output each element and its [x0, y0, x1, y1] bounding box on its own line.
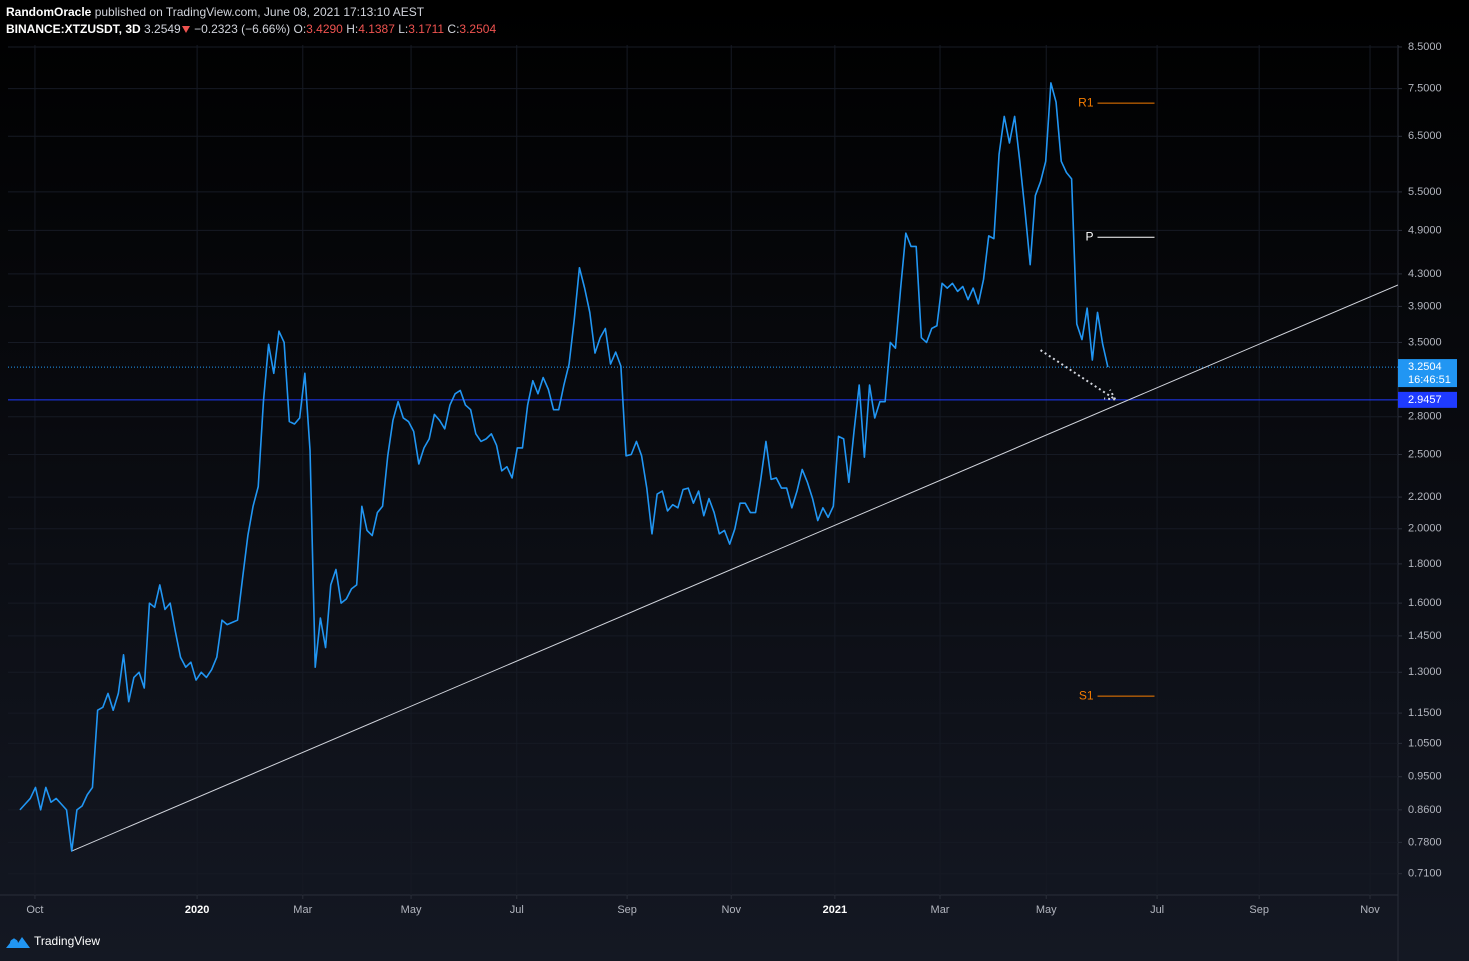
- x-tick-label: Mar: [931, 904, 950, 916]
- ohlc: O:3.4290 H:4.1387 L:3.1711 C:3.2504: [293, 22, 496, 36]
- y-tick-label: 3.5000: [1408, 336, 1442, 348]
- change: −0.2323 (−6.66%): [194, 22, 291, 36]
- price-label-box: [1398, 359, 1457, 388]
- price-label-box: [1398, 391, 1457, 408]
- ohlc-value: 4.1387: [358, 22, 395, 36]
- x-tick-label: Jul: [510, 904, 524, 916]
- y-tick-label: 1.1500: [1408, 707, 1442, 719]
- plot-area: [8, 45, 1398, 895]
- trendline: [71, 284, 1398, 852]
- ohlc-label: O:: [293, 22, 307, 36]
- y-tick-label: 6.5000: [1408, 130, 1442, 142]
- y-tick-label: 1.8000: [1408, 558, 1442, 570]
- y-tick-label: 1.0500: [1408, 737, 1442, 749]
- y-tick-label: 0.8600: [1408, 804, 1442, 816]
- brand: TradingView: [34, 934, 100, 948]
- x-tick-label: Nov: [721, 904, 741, 916]
- y-tick-label: 1.6000: [1408, 597, 1442, 609]
- symbol-line: BINANCE:XTZUSDT, 3D 3.2549 −0.2323 (−6.6…: [6, 22, 496, 36]
- ohlc-label: C:: [447, 22, 460, 36]
- y-tick-label: 3.9000: [1408, 300, 1442, 312]
- y-tick-label: 2.8000: [1408, 411, 1442, 423]
- countdown: 16:46:51: [1408, 374, 1451, 386]
- ohlc-value: 3.2504: [459, 22, 497, 36]
- arrow-head: [1109, 389, 1117, 400]
- ohlc-label: L:: [398, 22, 409, 36]
- y-tick-label: 0.9500: [1408, 771, 1442, 783]
- x-tick-label: 2021: [823, 904, 847, 916]
- pivot-label: S1: [1079, 688, 1094, 702]
- price: 3.2549: [144, 22, 181, 36]
- ohlc-value: 3.1711: [408, 22, 445, 36]
- y-tick-label: 0.7100: [1408, 868, 1442, 880]
- pivot-label: R1: [1078, 95, 1094, 109]
- y-tick-label: 8.5000: [1408, 41, 1442, 53]
- symbol: BINANCE:XTZUSDT, 3D: [6, 22, 141, 36]
- y-tick-label: 1.3000: [1408, 666, 1442, 678]
- publish-line: RandomOracle published on TradingView.co…: [6, 5, 424, 19]
- price-label: 2.9457: [1408, 394, 1442, 406]
- x-tick-label: Nov: [1360, 904, 1380, 916]
- published: published on TradingView.com, June 08, 2…: [94, 5, 425, 19]
- y-tick-label: 4.3000: [1408, 268, 1442, 280]
- price-line-series: [19, 82, 1109, 852]
- x-tick-label: Sep: [617, 904, 637, 916]
- x-tick-label: May: [1036, 904, 1057, 916]
- y-tick-label: 2.2000: [1408, 491, 1442, 503]
- y-tick-label: 2.0000: [1408, 523, 1442, 535]
- tv-logo: [6, 937, 30, 948]
- x-tick-label: Jul: [1150, 904, 1164, 916]
- x-tick-label: Sep: [1249, 904, 1269, 916]
- y-tick-label: 5.5000: [1408, 186, 1442, 198]
- down-arrow: [181, 26, 190, 33]
- arrow-head: [1104, 397, 1116, 401]
- y-tick-label: 4.9000: [1408, 224, 1442, 236]
- x-tick-label: 2020: [185, 904, 209, 916]
- ohlc-value: 3.4290: [306, 22, 343, 36]
- x-tick-label: Oct: [26, 904, 43, 916]
- x-tick-label: May: [401, 904, 422, 916]
- price-label: 3.2504: [1408, 361, 1442, 373]
- y-tick-label: 1.4500: [1408, 630, 1442, 642]
- pivot-label: P: [1085, 229, 1093, 243]
- author: RandomOracle: [6, 5, 92, 19]
- arrow: [1039, 349, 1116, 401]
- ohlc-label: H:: [346, 22, 359, 36]
- x-tick-label: Mar: [293, 904, 312, 916]
- y-tick-label: 2.5000: [1408, 448, 1442, 460]
- y-tick-label: 0.7800: [1408, 836, 1442, 848]
- y-tick-label: 7.5000: [1408, 83, 1442, 95]
